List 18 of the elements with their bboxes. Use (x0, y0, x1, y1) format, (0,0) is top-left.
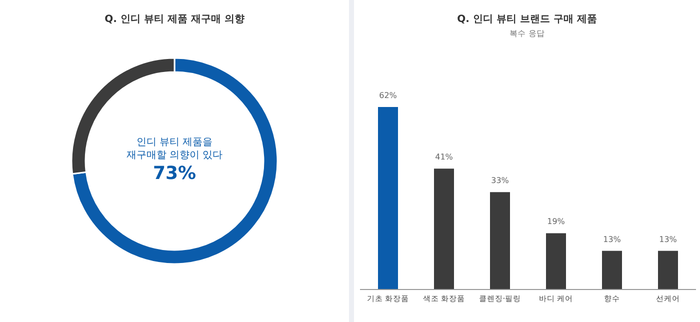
data-label: 41% (435, 152, 454, 162)
chart-title: Q. 인디 뷰티 브랜드 구매 제품 (457, 14, 597, 25)
bar (434, 168, 454, 289)
chart-title: Q. 인디 뷰티 제품 재구매 의향 (104, 14, 244, 25)
data-label: 62% (379, 91, 398, 100)
slice-label: 인디 뷰티 제품을 재구매할 의향이 있다 (126, 137, 223, 161)
chart-subtitle: 복수 응답 (510, 29, 544, 38)
data-label: 33% (491, 176, 510, 186)
bar (490, 192, 510, 289)
donut-slice (72, 57, 278, 265)
bar (658, 250, 678, 289)
bar (546, 233, 566, 289)
data-label: 13% (603, 234, 622, 244)
data-label: 73% (152, 163, 196, 184)
bar (378, 107, 398, 289)
data-label: 19% (547, 217, 566, 226)
data-label: 13% (659, 234, 678, 244)
bar (602, 250, 622, 289)
